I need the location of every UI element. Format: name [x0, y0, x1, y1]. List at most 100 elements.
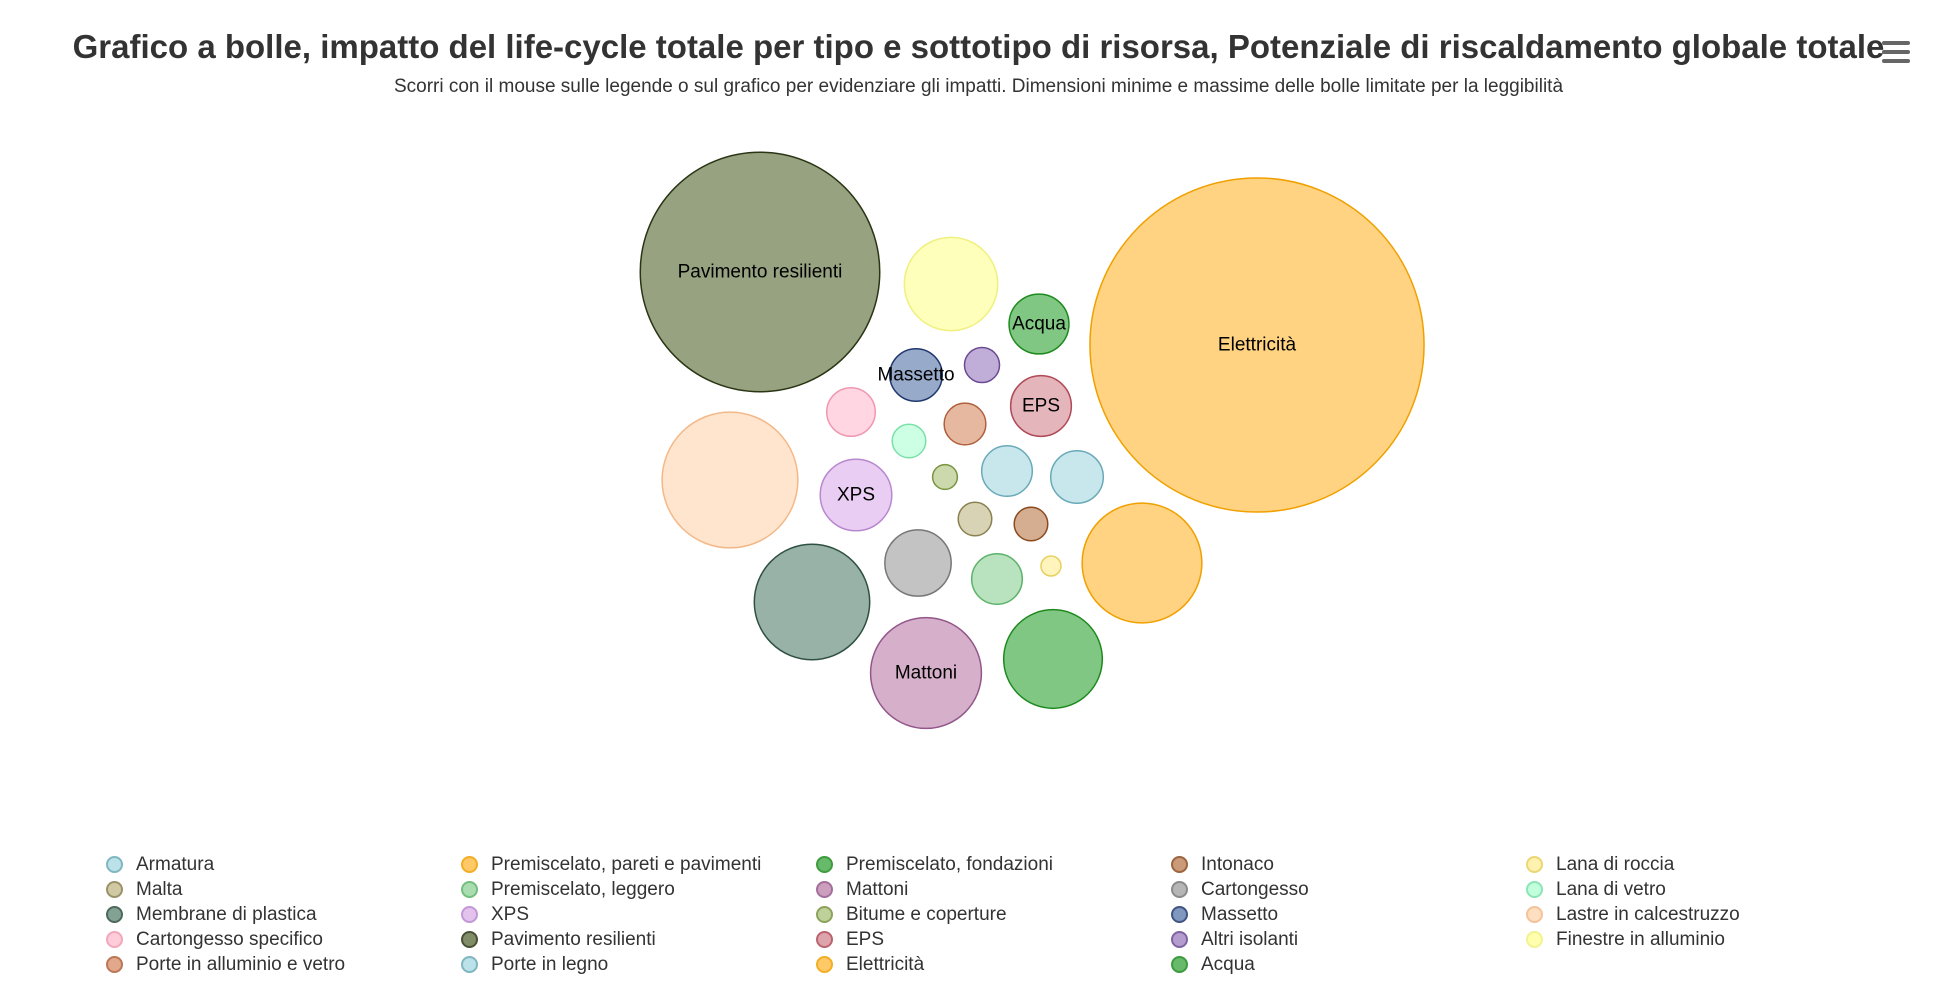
legend-label: Premiscelato, fondazioni	[846, 853, 1053, 875]
legend-symbol	[106, 881, 123, 898]
menu-bar	[1882, 59, 1910, 63]
bubble-armatura[interactable]	[980, 444, 1034, 498]
legend-item-finestre-in-alluminio[interactable]: Finestre in alluminio	[1526, 927, 1725, 952]
legend: Armatura Premiscelato, pareti e pavimenti…	[106, 852, 1866, 982]
bubble-pavimento-resilienti[interactable]	[639, 151, 881, 393]
legend-label: Massetto	[1201, 903, 1279, 925]
legend-symbol	[106, 856, 123, 873]
legend-label: Acqua	[1201, 953, 1255, 975]
legend-symbol	[816, 881, 833, 898]
bubble-premiscelato-leggero[interactable]	[970, 552, 1024, 606]
bubble-premiscelato-fondazioni[interactable]	[1002, 608, 1104, 710]
legend-item-malta[interactable]: Malta	[106, 877, 182, 902]
bubble-eps[interactable]	[1009, 374, 1073, 438]
legend-item-intonaco[interactable]: Intonaco	[1171, 852, 1274, 877]
legend-symbol	[461, 956, 478, 973]
bubble-cartongesso[interactable]	[884, 529, 952, 597]
chart-title: Grafico a bolle, impatto del life-cycle …	[72, 28, 1885, 65]
bubble-intonaco[interactable]	[1013, 506, 1049, 542]
legend-symbol	[1526, 856, 1543, 873]
legend-item-xps[interactable]: XPS	[461, 902, 529, 927]
legend-symbol	[1526, 881, 1543, 898]
legend-item-bitume-e-coperture[interactable]: Bitume e coperture	[816, 902, 1007, 927]
bubble-porte-in-legno[interactable]	[1049, 449, 1105, 505]
legend-label: Lana di roccia	[1556, 853, 1675, 875]
legend-item-lastre-in-calcestruzzo[interactable]: Lastre in calcestruzzo	[1526, 902, 1740, 927]
bubble-cartongesso-specifico[interactable]	[825, 386, 877, 438]
chart-subtitle: Scorri con il mouse sulle legende o sul …	[393, 76, 1564, 97]
legend-label: Armatura	[136, 853, 215, 875]
legend-symbol	[1171, 931, 1188, 948]
legend-item-lana-di-vetro[interactable]: Lana di vetro	[1526, 877, 1666, 902]
legend-label: Cartongesso	[1201, 878, 1309, 900]
bubble-xps[interactable]	[819, 458, 893, 532]
legend-label: Malta	[136, 878, 183, 900]
bubble-finestre-in-alluminio[interactable]	[903, 236, 999, 332]
legend-label: Elettricità	[846, 953, 925, 975]
legend-item-membrane-di-plastica[interactable]: Membrane di plastica	[106, 902, 317, 927]
legend-item-massetto[interactable]: Massetto	[1171, 902, 1278, 927]
legend-item-altri-isolanti[interactable]: Altri isolanti	[1171, 927, 1298, 952]
legend-item-cartongesso-specifico[interactable]: Cartongesso specifico	[106, 927, 323, 952]
legend-item-mattoni[interactable]: Mattoni	[816, 877, 908, 902]
legend-label: Lana di vetro	[1556, 878, 1666, 900]
bubble-bitume-e-coperture[interactable]	[931, 463, 959, 491]
legend-symbol	[1526, 906, 1543, 923]
legend-item-armatura[interactable]: Armatura	[106, 852, 214, 877]
legend-label: Bitume e coperture	[846, 903, 1007, 925]
legend-label: Membrane di plastica	[136, 903, 317, 925]
legend-item-cartongesso[interactable]: Cartongesso	[1171, 877, 1309, 902]
legend-symbol	[1171, 956, 1188, 973]
legend-item-premiscelato-leggero[interactable]: Premiscelato, leggero	[461, 877, 675, 902]
legend-label: Mattoni	[846, 878, 909, 900]
legend-label: Intonaco	[1201, 853, 1274, 875]
legend-item-porte-in-alluminio-e-vetro[interactable]: Porte in alluminio e vetro	[106, 952, 345, 977]
bubble-massetto[interactable]	[888, 347, 944, 403]
bubble-porte-in-alluminio-e-vetro[interactable]	[943, 402, 987, 446]
legend-symbol	[461, 881, 478, 898]
legend-item-porte-in-legno[interactable]: Porte in legno	[461, 952, 608, 977]
legend-symbol	[1171, 856, 1188, 873]
legend-label: Cartongesso specifico	[136, 928, 323, 950]
legend-item-lana-di-roccia[interactable]: Lana di roccia	[1526, 852, 1674, 877]
legend-label: EPS	[846, 928, 885, 950]
legend-symbol	[106, 931, 123, 948]
bubble-lana-di-roccia[interactable]	[1040, 555, 1062, 577]
legend-label: Porte in alluminio e vetro	[136, 953, 346, 975]
legend-item-eps[interactable]: EPS	[816, 927, 884, 952]
legend-label: XPS	[491, 903, 530, 925]
legend-item-acqua[interactable]: Acqua	[1171, 952, 1255, 977]
legend-item-premiscelato-fondazioni[interactable]: Premiscelato, fondazioni	[816, 852, 1053, 877]
bubble-acqua[interactable]	[1008, 293, 1070, 355]
legend-label: Pavimento resilienti	[491, 928, 656, 950]
bubble-membrane-di-plastica[interactable]	[753, 543, 871, 661]
legend-item-pavimento-resilienti[interactable]: Pavimento resilienti	[461, 927, 656, 952]
legend-symbol	[816, 906, 833, 923]
legend-symbol	[106, 906, 123, 923]
legend-label: Premiscelato, leggero	[491, 878, 675, 900]
legend-item-elettricita[interactable]: Elettricità	[816, 952, 924, 977]
legend-symbol	[1526, 931, 1543, 948]
bubble-altri-isolanti[interactable]	[963, 346, 1001, 384]
bubble-premiscelato-pareti-e-pavimenti[interactable]	[1081, 502, 1203, 624]
legend-symbol	[816, 856, 833, 873]
legend-symbol	[461, 906, 478, 923]
bubble-malta[interactable]	[957, 501, 993, 537]
legend-label: Porte in legno	[491, 953, 609, 975]
menu-bar	[1882, 50, 1910, 54]
legend-item-premiscelato-pareti-e-pavimenti[interactable]: Premiscelato, pareti e pavimenti	[461, 852, 761, 877]
legend-symbol	[816, 956, 833, 973]
hamburger-menu-icon[interactable]	[1880, 38, 1912, 68]
bubble-lana-di-vetro[interactable]	[891, 423, 927, 459]
legend-symbol	[461, 856, 478, 873]
menu-bar	[1882, 41, 1910, 45]
bubble-lastre-in-calcestruzzo[interactable]	[661, 411, 799, 549]
legend-symbol	[1171, 906, 1188, 923]
legend-label: Altri isolanti	[1201, 928, 1299, 950]
legend-symbol	[1171, 881, 1188, 898]
legend-symbol	[461, 931, 478, 948]
bubble-elettricita[interactable]	[1089, 177, 1425, 513]
bubble-mattoni[interactable]	[869, 616, 983, 730]
legend-symbol	[816, 931, 833, 948]
